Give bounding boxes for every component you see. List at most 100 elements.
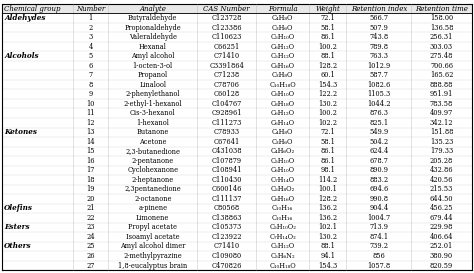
Text: 904.4: 904.4 xyxy=(369,204,389,212)
Text: 19: 19 xyxy=(87,185,95,193)
Text: C60128: C60128 xyxy=(214,90,240,98)
Text: 22: 22 xyxy=(87,214,95,222)
Text: C78706: C78706 xyxy=(214,81,240,89)
Text: 13: 13 xyxy=(87,128,95,136)
Text: C108941: C108941 xyxy=(211,166,242,174)
Text: 14: 14 xyxy=(86,138,95,146)
Text: 128.2: 128.2 xyxy=(318,62,337,70)
Text: 275.48: 275.48 xyxy=(430,52,453,60)
Text: Retention index: Retention index xyxy=(351,5,407,13)
Text: 2-ethyl-1-hexanol: 2-ethyl-1-hexanol xyxy=(124,100,182,108)
Text: 25: 25 xyxy=(87,242,95,251)
Text: 549.9: 549.9 xyxy=(369,128,389,136)
Text: 890.9: 890.9 xyxy=(369,166,389,174)
Text: 624.4: 624.4 xyxy=(369,147,389,155)
Text: a-pinene: a-pinene xyxy=(138,204,167,212)
Text: 409.97: 409.97 xyxy=(430,109,453,117)
Text: C431038: C431038 xyxy=(211,147,242,155)
Text: C110430: C110430 xyxy=(211,176,242,184)
Text: Acetone: Acetone xyxy=(139,138,166,146)
Text: C105373: C105373 xyxy=(212,223,242,232)
Text: Esters: Esters xyxy=(4,223,30,232)
Text: C₇H₁₄O₂: C₇H₁₄O₂ xyxy=(269,233,296,241)
Text: 122.2: 122.2 xyxy=(318,90,337,98)
Text: 587.7: 587.7 xyxy=(370,71,388,79)
Text: 504.2: 504.2 xyxy=(369,138,389,146)
Text: 432.86: 432.86 xyxy=(430,166,453,174)
Text: 713.9: 713.9 xyxy=(369,223,389,232)
Text: 205.28: 205.28 xyxy=(430,157,453,165)
Text: 303.03: 303.03 xyxy=(430,43,453,51)
Text: C66251: C66251 xyxy=(214,43,240,51)
Text: 179.33: 179.33 xyxy=(430,147,453,155)
Text: 98.1: 98.1 xyxy=(320,166,335,174)
Text: Hexanal: Hexanal xyxy=(139,43,167,51)
Text: 12: 12 xyxy=(87,119,95,127)
Text: C600146: C600146 xyxy=(211,185,242,193)
Text: C110623: C110623 xyxy=(211,33,242,41)
Text: C₄H₆O₂: C₄H₆O₂ xyxy=(271,147,295,155)
Text: 58.1: 58.1 xyxy=(320,138,335,146)
Text: 679.44: 679.44 xyxy=(430,214,453,222)
Text: 4: 4 xyxy=(89,43,93,51)
Text: C₈H₁₈O: C₈H₁₈O xyxy=(271,100,295,108)
Text: 5: 5 xyxy=(89,52,93,60)
Text: Propyl acetate: Propyl acetate xyxy=(128,223,177,232)
Text: 789.8: 789.8 xyxy=(369,43,389,51)
Text: 820.59: 820.59 xyxy=(430,262,453,269)
Text: C₁₀H₁₆: C₁₀H₁₆ xyxy=(272,214,293,222)
Text: 783.58: 783.58 xyxy=(430,100,453,108)
Text: C₇H₁₄O: C₇H₁₄O xyxy=(271,176,295,184)
Text: Weight: Weight xyxy=(315,5,340,13)
Text: 1-octen-3-ol: 1-octen-3-ol xyxy=(133,62,173,70)
Bar xyxy=(2,4,472,13)
Text: 136.58: 136.58 xyxy=(430,23,453,32)
Text: 990.8: 990.8 xyxy=(369,195,389,203)
Text: C₈H₁₆O: C₈H₁₆O xyxy=(271,62,295,70)
Text: 8: 8 xyxy=(89,81,93,89)
Text: 1082.6: 1082.6 xyxy=(367,81,391,89)
Text: Butyraldehyde: Butyraldehyde xyxy=(128,14,177,22)
Text: 644.50: 644.50 xyxy=(430,195,453,203)
Text: 151.88: 151.88 xyxy=(430,128,453,136)
Text: Linalool: Linalool xyxy=(139,81,166,89)
Text: 2,3-butanedione: 2,3-butanedione xyxy=(125,147,180,155)
Text: 136.2: 136.2 xyxy=(318,204,337,212)
Text: Ketones: Ketones xyxy=(4,128,37,136)
Text: 27: 27 xyxy=(87,262,95,269)
Text: 2-phenylethanol: 2-phenylethanol xyxy=(126,90,180,98)
Text: C71410: C71410 xyxy=(214,52,240,60)
Text: 15: 15 xyxy=(87,147,95,155)
Text: C₅H₁₀O: C₅H₁₀O xyxy=(271,157,295,165)
Text: 102.1: 102.1 xyxy=(319,223,337,232)
Text: C₁₀H₁₈O: C₁₀H₁₈O xyxy=(269,262,296,269)
Text: 406.64: 406.64 xyxy=(430,233,453,241)
Text: C104767: C104767 xyxy=(212,100,242,108)
Text: C3391864: C3391864 xyxy=(210,62,244,70)
Text: C₅H₆N₂: C₅H₆N₂ xyxy=(270,252,295,260)
Text: Others: Others xyxy=(4,242,32,251)
Text: C₅H₈O₂: C₅H₈O₂ xyxy=(271,185,295,193)
Text: 2-pentanone: 2-pentanone xyxy=(132,157,174,165)
Text: 1004.7: 1004.7 xyxy=(367,214,391,222)
Text: 86.1: 86.1 xyxy=(320,147,335,155)
Text: C₅H₁₂O: C₅H₁₂O xyxy=(271,52,295,60)
Text: 18: 18 xyxy=(87,176,95,184)
Text: C₆H₁₂O: C₆H₁₂O xyxy=(271,43,295,51)
Text: 888.88: 888.88 xyxy=(430,81,453,89)
Text: 88.1: 88.1 xyxy=(320,52,335,60)
Text: C67641: C67641 xyxy=(214,138,240,146)
Text: 130.2: 130.2 xyxy=(319,100,337,108)
Text: C109080: C109080 xyxy=(212,252,242,260)
Text: Retention time: Retention time xyxy=(415,5,468,13)
Text: 86.1: 86.1 xyxy=(320,157,335,165)
Text: 20: 20 xyxy=(87,195,95,203)
Text: Chemical group: Chemical group xyxy=(4,5,61,13)
Text: C71238: C71238 xyxy=(214,71,240,79)
Text: 2-methylpyrazine: 2-methylpyrazine xyxy=(123,252,182,260)
Text: C₄H₈O: C₄H₈O xyxy=(272,128,293,136)
Text: 1: 1 xyxy=(89,14,93,22)
Text: 1-hexanol: 1-hexanol xyxy=(137,119,169,127)
Text: 26: 26 xyxy=(87,252,95,260)
Text: 2,3pentanedione: 2,3pentanedione xyxy=(124,185,181,193)
